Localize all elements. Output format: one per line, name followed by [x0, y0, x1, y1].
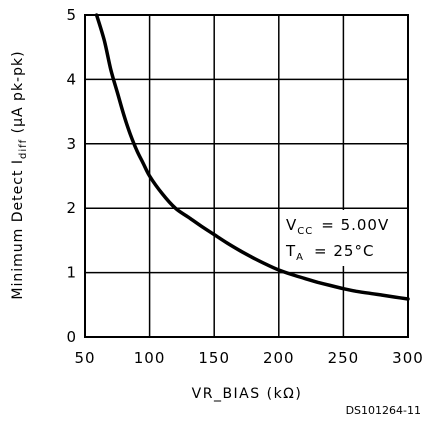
grid [84, 14, 409, 338]
x-axis-title-part: _ [213, 386, 223, 402]
annotation-ta: TA = 25°C [285, 242, 374, 263]
x-axis-title: VR_BIAS (kΩ) [192, 386, 303, 402]
ta-value: = 25°C [314, 242, 374, 260]
y-tick-label: 2 [66, 199, 76, 217]
series-line [94, 13, 410, 301]
x-tick-label: 50 [74, 349, 95, 367]
y-axis-title: Minimum Detect Idiff (μA pk-pk) [10, 50, 29, 299]
y-axis-title-part: A pk-pk) [10, 50, 26, 117]
y-tick-label: 0 [66, 328, 76, 346]
y-axis-title-part: Minimum Detect I [10, 159, 26, 300]
y-tick-label: 3 [66, 135, 76, 153]
y-tick-label: 1 [66, 264, 76, 282]
x-tick-label: 150 [198, 349, 230, 367]
y-axis-title-part: diff [18, 139, 29, 159]
ta-subscript: A [296, 252, 304, 263]
x-axis-title-part: Ω [283, 386, 295, 402]
y-tick-labels: 0 1 2 3 4 5 [66, 6, 76, 346]
vcc-subscript: CC [297, 226, 313, 237]
figure-code: DS101264-11 [346, 404, 421, 417]
x-axis-title-part: ) [295, 386, 302, 402]
x-axis-title-part: VR [192, 386, 214, 402]
y-tick-label: 5 [66, 6, 76, 24]
x-tick-label: 300 [392, 349, 424, 367]
annotation-background [280, 210, 404, 266]
x-tick-label: 100 [134, 349, 166, 367]
y-axis-title-part: μ [10, 117, 26, 127]
x-tick-label: 250 [328, 349, 360, 367]
plot-frame [84, 14, 409, 338]
y-axis-title-part: ( [10, 127, 26, 139]
y-tick-label: 4 [66, 70, 76, 88]
vcc-value: = 5.00V [321, 216, 389, 234]
x-axis-title-part: BIAS (k [222, 386, 283, 402]
annotation-vcc: VCC = 5.00V [286, 216, 389, 237]
ta-symbol: T [285, 242, 296, 260]
x-tick-labels: 50 100 150 200 250 300 [74, 349, 424, 367]
vcc-symbol: V [286, 216, 297, 234]
x-tick-label: 200 [263, 349, 295, 367]
